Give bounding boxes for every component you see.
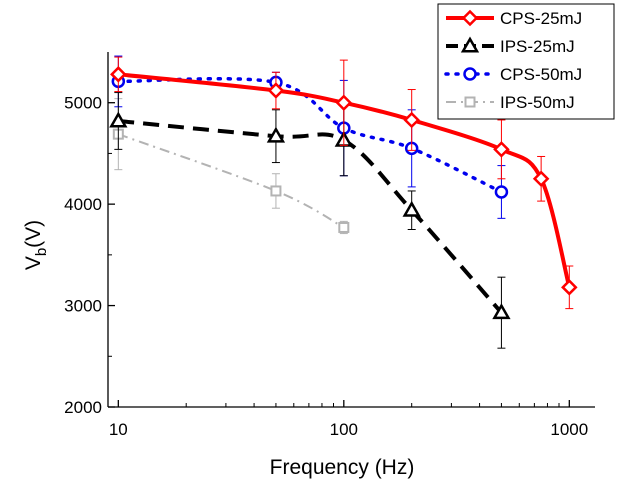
legend-label: IPS-50mJ (500, 93, 575, 112)
x-tick-label: 100 (330, 420, 358, 439)
series-cps-25mj (110, 56, 578, 310)
data-point (266, 126, 286, 143)
y-tick-label: 3000 (64, 297, 102, 316)
data-point (492, 303, 511, 320)
data-point (267, 82, 285, 99)
y-axis-title-main: V (22, 256, 45, 270)
y-tick-label: 5000 (64, 94, 102, 113)
data-point (110, 66, 127, 83)
y-tick-label: 4000 (64, 195, 102, 214)
series-line (117, 133, 345, 229)
y-ticks: 2000 3000 4000 5000 (64, 94, 115, 417)
series-ips-50mj (112, 98, 350, 235)
x-ticks: 10 100 1000 (109, 400, 588, 439)
legend: CPS-25mJ IPS-25mJ CPS-50mJ IPS-50mJ (437, 3, 615, 120)
data-point (402, 200, 421, 217)
x-axis-title: Frequency (Hz) (270, 456, 415, 479)
data-point (494, 185, 509, 199)
data-point (338, 221, 350, 233)
data-point (532, 170, 550, 188)
legend-entry: IPS-25mJ (446, 36, 575, 56)
plot-series (109, 55, 578, 349)
legend-entry: CPS-50mJ (444, 65, 582, 84)
y-axis-title: Vb(V) (22, 220, 50, 270)
x-tick-label: 10 (109, 420, 128, 439)
data-point (403, 111, 420, 129)
legend-label: CPS-25mJ (500, 9, 582, 28)
y-axis-title-unit: (V) (22, 220, 45, 248)
legend-label: IPS-25mJ (500, 37, 575, 56)
x-tick-label: 1000 (550, 420, 588, 439)
data-point (493, 141, 510, 158)
data-point (270, 185, 282, 197)
legend-entry: CPS-25mJ (446, 9, 582, 28)
legend-entry: IPS-50mJ (446, 93, 575, 112)
axes (107, 52, 595, 408)
data-point (561, 279, 578, 296)
data-point (335, 94, 353, 111)
series-line (118, 118, 503, 314)
legend-label: CPS-50mJ (500, 65, 582, 84)
data-point (109, 111, 128, 128)
legend-entries: CPS-25mJ IPS-25mJ CPS-50mJ IPS-50mJ (444, 9, 582, 112)
legend-marker (461, 9, 479, 27)
legend-marker (464, 96, 476, 108)
series-line (116, 76, 504, 194)
legend-marker (460, 36, 480, 53)
y-axis-title-subscript: b (33, 248, 50, 256)
y-tick-label: 2000 (64, 398, 102, 417)
legend-marker (463, 67, 477, 81)
